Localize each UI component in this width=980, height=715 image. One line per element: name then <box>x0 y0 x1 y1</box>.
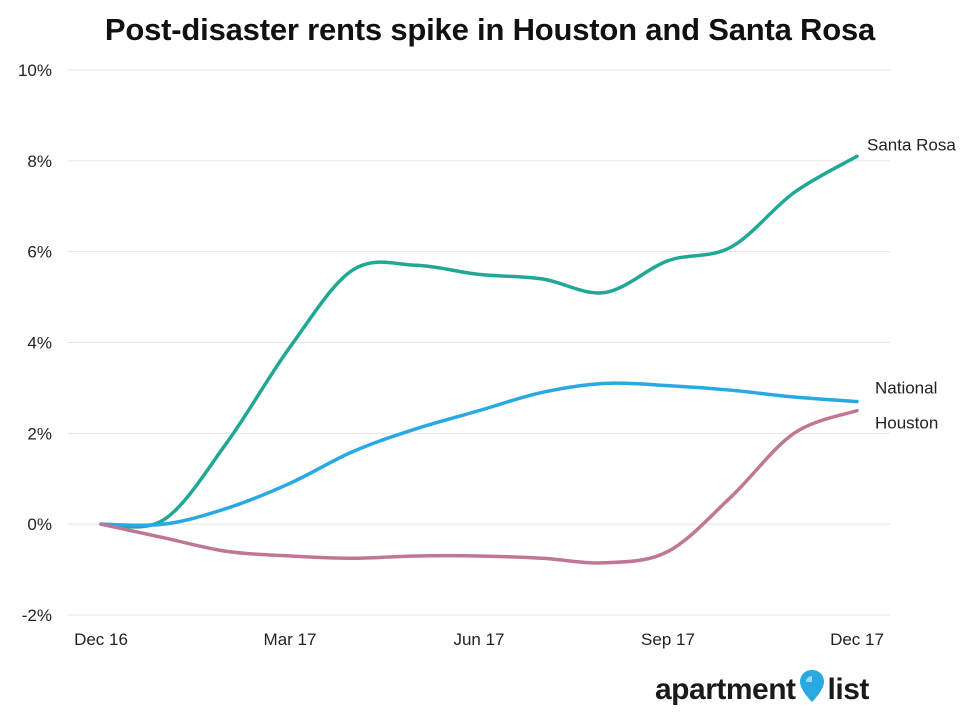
x-tick-label: Sep 17 <box>641 630 695 649</box>
y-tick-label: 2% <box>27 424 52 443</box>
grid-lines <box>68 69 890 616</box>
series-labels: Santa Rosa National Houston <box>867 135 956 432</box>
map-pin-icon <box>799 669 825 711</box>
logo-text-list: list <box>827 673 870 706</box>
y-axis-tick-labels: 10% 8% 6% 4% 2% 0% -2% <box>18 61 52 625</box>
y-tick-label: 4% <box>27 334 52 353</box>
y-tick-label: 8% <box>27 152 52 171</box>
apartment-list-logo: apartment list <box>655 668 869 712</box>
x-tick-label: Dec 16 <box>74 630 128 649</box>
series-line-santa-rosa <box>99 154 859 529</box>
series-label-santa-rosa: Santa Rosa <box>867 135 956 154</box>
y-tick-label: 6% <box>27 243 52 262</box>
series-lines <box>99 154 859 565</box>
x-tick-label: Dec 17 <box>830 630 884 649</box>
x-tick-label: Jun 17 <box>453 630 504 649</box>
series-line-houston <box>99 408 859 565</box>
x-tick-label: Mar 17 <box>264 630 317 649</box>
y-tick-label: -2% <box>22 606 52 625</box>
series-label-national: National <box>875 379 937 398</box>
logo-text-apartment: apartment <box>655 673 796 706</box>
y-tick-label: 0% <box>27 515 52 534</box>
y-tick-label: 10% <box>18 61 52 80</box>
series-label-houston: Houston <box>875 414 938 433</box>
series-line-national <box>99 381 859 528</box>
chart-title: Post-disaster rents spike in Houston and… <box>104 12 876 47</box>
x-axis-tick-labels: Dec 16 Mar 17 Jun 17 Sep 17 Dec 17 <box>74 630 884 649</box>
